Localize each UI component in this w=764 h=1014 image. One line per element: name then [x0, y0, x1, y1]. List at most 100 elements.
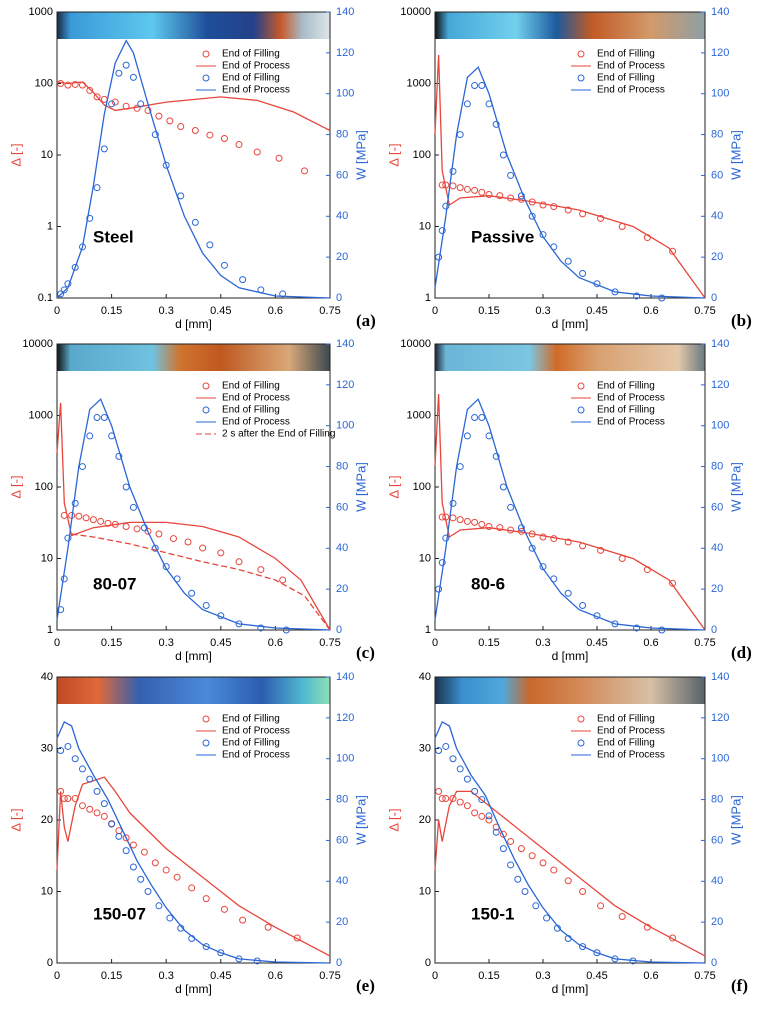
y2-tick-label: 60	[336, 834, 348, 846]
data-point	[100, 145, 108, 153]
data-point	[449, 795, 457, 803]
y-tick-label: 40	[419, 671, 431, 683]
data-point	[100, 800, 108, 808]
data-point	[485, 816, 493, 824]
data-line	[434, 393, 706, 631]
legend-marker	[577, 739, 585, 747]
data-point	[539, 859, 547, 867]
data-point	[71, 263, 79, 271]
data-point	[78, 765, 86, 773]
data-point	[64, 81, 72, 89]
sample-label: 80-6	[471, 574, 505, 593]
data-point	[507, 837, 515, 845]
y2-tick-label: 120	[711, 379, 729, 391]
data-point	[539, 201, 547, 209]
y-tick-label: 20	[419, 814, 431, 826]
data-point	[485, 812, 493, 820]
x-tick-label: 0	[432, 305, 438, 317]
y2-tick-label: 100	[336, 753, 354, 765]
panel-letter: (e)	[356, 976, 375, 995]
legend-label: End of Process	[597, 726, 665, 737]
data-point	[122, 61, 130, 69]
legend-marker	[202, 406, 210, 414]
y-tick-label: 0	[425, 957, 431, 969]
y2-tick-label: 140	[336, 671, 354, 683]
data-point	[438, 559, 446, 567]
data-point	[543, 914, 551, 922]
data-point	[57, 747, 65, 755]
y2-tick-label: 40	[711, 210, 723, 222]
data-point	[564, 257, 572, 265]
y2-axis-title: W [MPa]	[353, 130, 368, 180]
y2-tick-label: 60	[711, 834, 723, 846]
legend-marker	[202, 382, 210, 390]
y2-axis-title: W [MPa]	[728, 130, 743, 180]
y-tick-label: 10000	[400, 6, 431, 18]
y-tick-label: 1000	[407, 77, 431, 89]
x-tick-label: 0.6	[643, 970, 658, 982]
y-axis-title: Δ [-]	[8, 475, 23, 498]
data-point	[206, 131, 214, 139]
data-point	[507, 171, 515, 179]
y-axis-title: Δ [-]	[8, 143, 23, 166]
legend-label: End of Filling	[597, 381, 655, 392]
y2-axis-title: W [MPa]	[728, 795, 743, 845]
data-point	[471, 414, 479, 422]
y2-tick-label: 80	[336, 128, 348, 140]
y2-tick-label: 0	[711, 624, 717, 636]
data-point	[144, 527, 152, 535]
data-point	[564, 206, 572, 214]
data-point	[86, 805, 94, 813]
legend-label: End of Filling	[597, 714, 655, 725]
data-point	[71, 80, 79, 88]
x-tick-label: 0.15	[101, 637, 122, 649]
y2-tick-label: 40	[336, 542, 348, 554]
y-tick-label: 10	[419, 220, 431, 232]
data-point	[471, 518, 479, 526]
data-point	[188, 884, 196, 892]
data-point	[279, 576, 287, 584]
color-strip	[435, 344, 705, 371]
data-point	[478, 188, 486, 196]
x-tick-label: 0.6	[643, 637, 658, 649]
data-point	[111, 98, 119, 106]
data-point	[100, 414, 108, 422]
y2-tick-label: 20	[711, 251, 723, 263]
data-point	[633, 624, 641, 632]
data-point	[658, 294, 666, 302]
data-point	[456, 516, 464, 524]
y2-tick-label: 120	[711, 47, 729, 59]
y2-axis-title: W [MPa]	[728, 462, 743, 512]
data-point	[597, 214, 605, 222]
data-point	[449, 499, 457, 507]
y-axis-title: Δ [-]	[386, 475, 401, 498]
y-axis-title: Δ [-]	[386, 143, 401, 166]
data-point	[669, 579, 677, 587]
data-point	[438, 227, 446, 235]
data-point	[521, 888, 529, 895]
y-tick-label: 100	[413, 481, 431, 493]
data-point	[235, 558, 243, 566]
x-tick-label: 0.45	[210, 637, 231, 649]
data-point	[82, 514, 90, 522]
x-tick-label: 0.15	[478, 305, 499, 317]
data-point	[162, 866, 170, 874]
data-point	[108, 820, 116, 828]
y-tick-label: 1000	[29, 409, 53, 421]
data-point	[492, 120, 500, 128]
x-tick-label: 0.45	[586, 637, 607, 649]
data-point	[239, 276, 247, 284]
y-tick-label: 10	[41, 552, 53, 564]
color-strip	[57, 12, 330, 39]
data-point	[220, 261, 228, 269]
sample-label: 150-1	[471, 904, 514, 923]
y2-tick-label: 40	[711, 875, 723, 887]
data-point	[435, 787, 443, 795]
y-tick-label: 10000	[22, 338, 53, 350]
data-point	[188, 589, 196, 597]
data-point	[492, 452, 500, 460]
data-point	[151, 859, 159, 867]
data-point	[122, 483, 130, 491]
data-point	[517, 524, 525, 532]
data-point	[293, 934, 301, 942]
